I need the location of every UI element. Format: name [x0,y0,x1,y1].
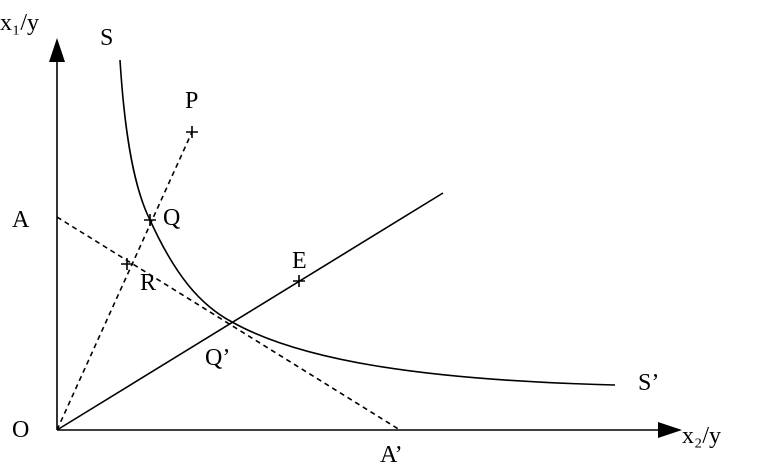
x-axis-label: x₂/y [682,423,721,449]
point-label: P [185,88,198,114]
ray-oe [56,192,444,431]
x-axis-arrow [658,422,682,438]
origin-label: O [12,417,29,443]
point-label: A [12,207,30,233]
curve-end-label: S’ [638,370,659,396]
y-axis-arrow [49,38,65,62]
point-label: R [140,270,156,296]
curve-start-label: S [100,25,113,51]
price-line [56,216,401,431]
y-axis-label: x₁/y [0,10,39,36]
point-label: Q [163,205,180,231]
ray-op [56,131,193,431]
point-label: E [292,248,307,274]
point-markers [121,126,305,287]
point-label: Q’ [205,345,230,371]
isoquant [119,59,616,386]
point-label: A’ [380,442,403,468]
